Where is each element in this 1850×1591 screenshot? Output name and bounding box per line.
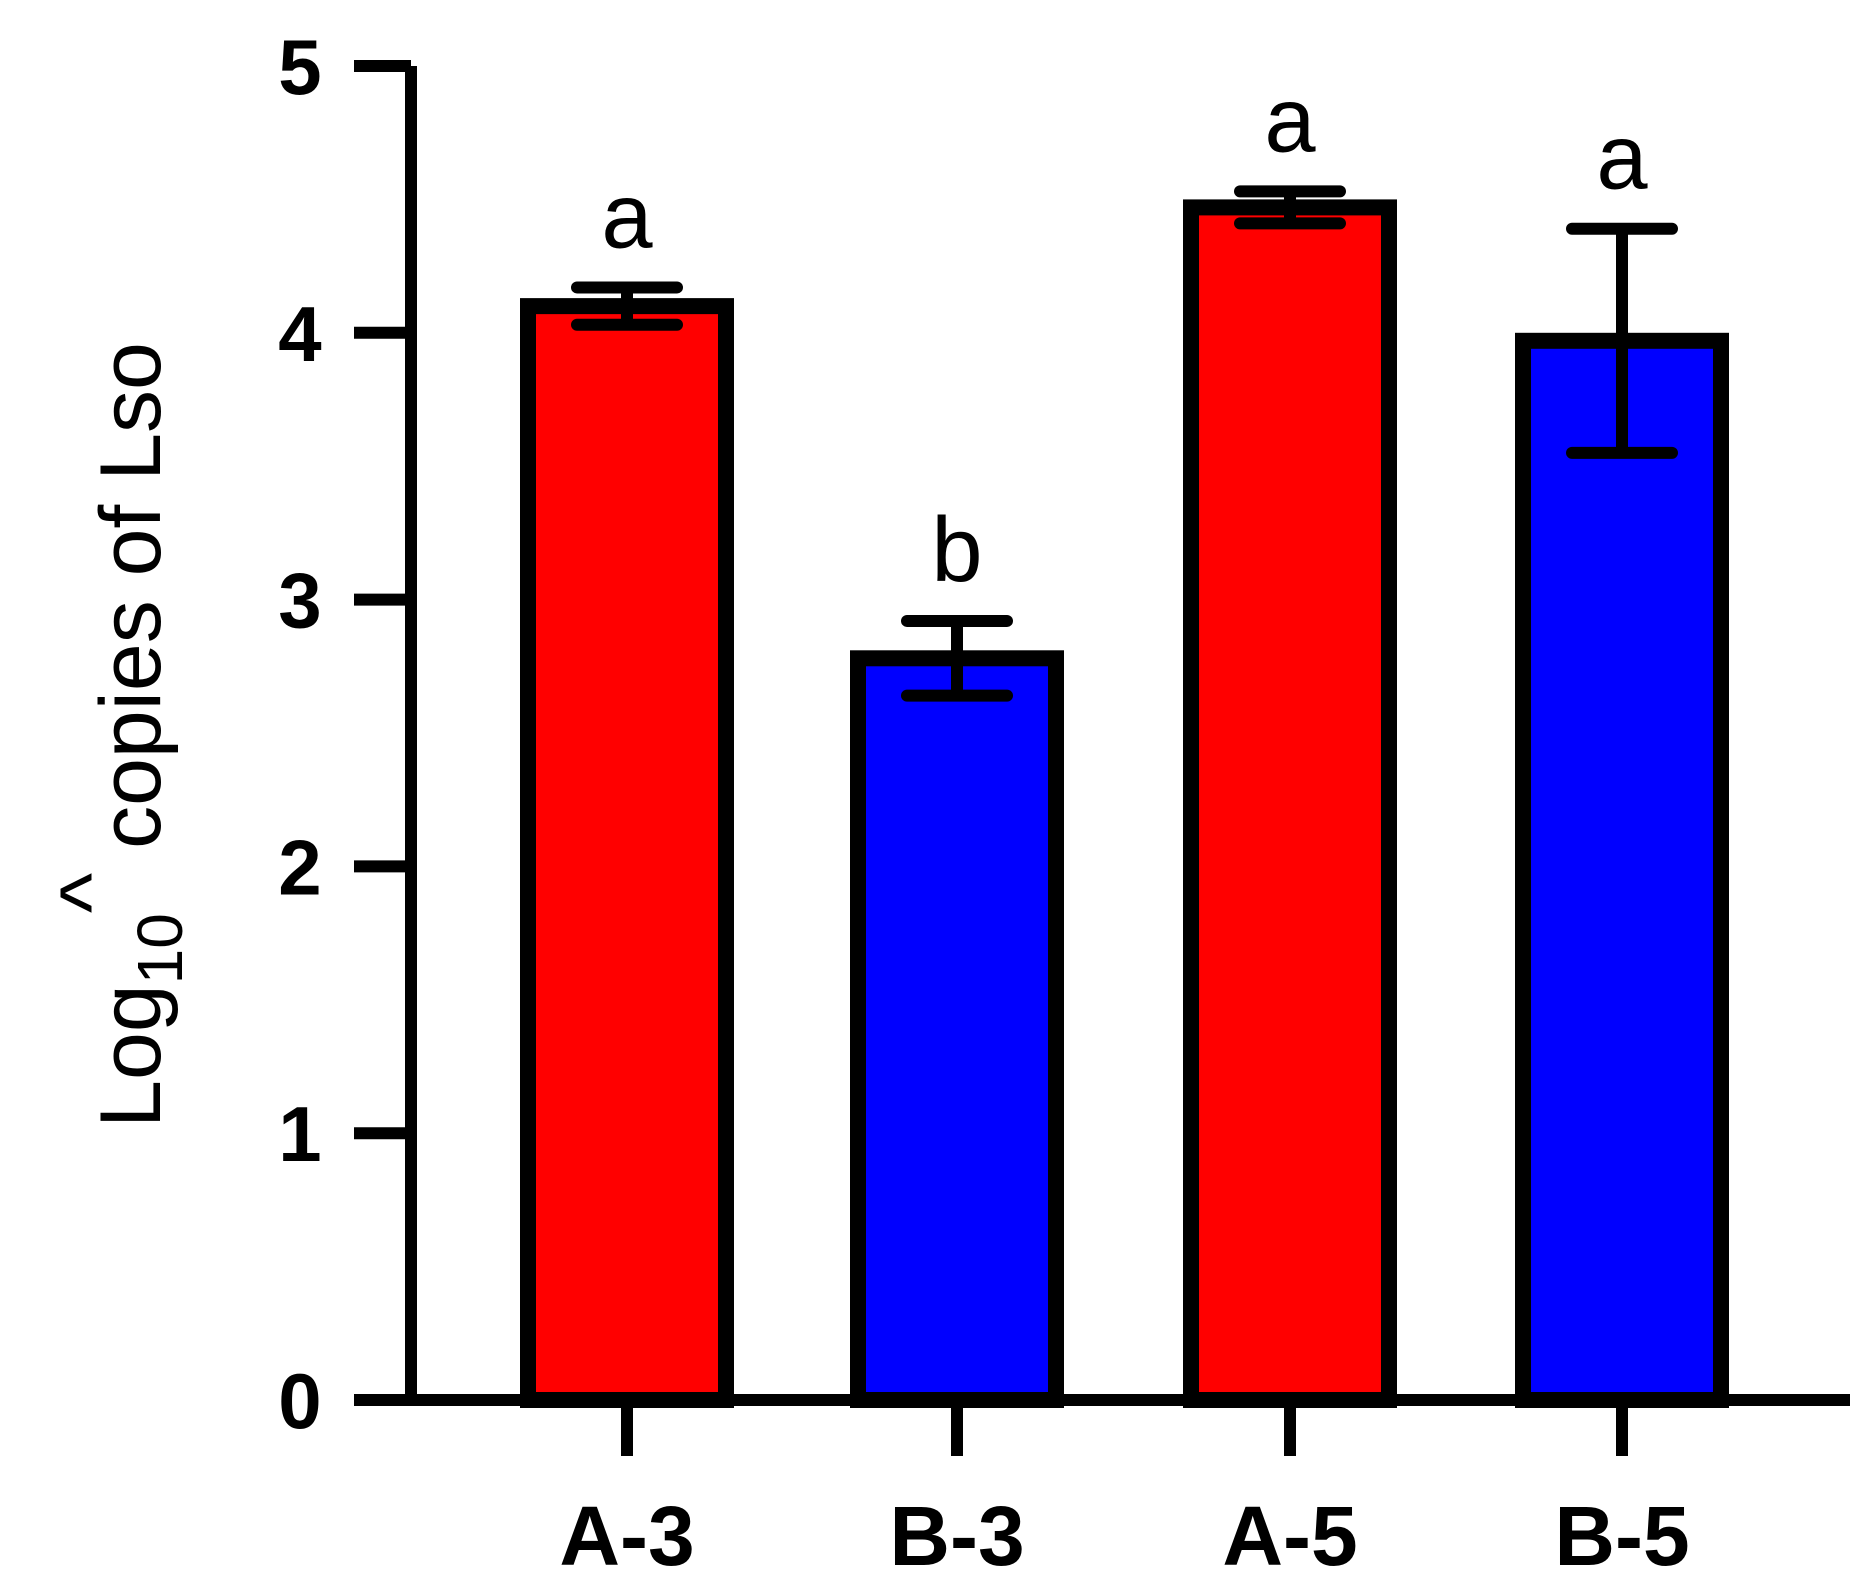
y-axis-label: Log10^ copies of Lso: [43, 342, 196, 1128]
x-tick-label: B-5: [1554, 1489, 1689, 1583]
error-bar-B-3: [901, 614, 1013, 702]
significance-label: a: [1264, 69, 1316, 171]
y-tick-label: 4: [278, 290, 321, 378]
axes-layer: [354, 60, 1850, 1456]
x-tick-label: A-3: [559, 1489, 694, 1583]
y-axis-label-subscript: 10: [124, 913, 196, 984]
y-tick-label: 0: [278, 1357, 321, 1445]
y-tick-label: 1: [278, 1090, 321, 1178]
y-tick-label: 3: [278, 557, 321, 645]
bars-layer: [520, 199, 1729, 1409]
error-bar-A-5: [1234, 185, 1346, 230]
error-bar-A-3: [571, 281, 683, 331]
y-tick-label: 5: [278, 23, 321, 111]
y-axis-label-superscript: ^: [43, 873, 139, 913]
y-tick-label: 2: [278, 823, 321, 911]
significance-label: b: [931, 499, 982, 601]
labels-layer: 0 1 2 3 4 5 A-3 B-3 A-5 B-5 a b a a: [278, 23, 1689, 1583]
y-axis-label-text: Log10^ copies of Lso: [43, 342, 196, 1128]
x-tick-label: A-5: [1222, 1489, 1357, 1583]
y-axis-label-base: Log: [83, 984, 179, 1128]
significance-label: a: [1596, 107, 1648, 209]
bar-B-3: [850, 650, 1064, 1408]
bar-B-5: [1515, 332, 1729, 1409]
x-tick-label: B-3: [889, 1489, 1024, 1583]
bar-A-3: [520, 298, 734, 1408]
bar-A-5: [1183, 199, 1397, 1408]
significance-label: a: [601, 165, 653, 267]
y-axis-label-rest: copies of Lso: [83, 342, 179, 873]
error-bar-B-5: [1566, 222, 1678, 459]
error-bars-layer: [571, 185, 1678, 702]
